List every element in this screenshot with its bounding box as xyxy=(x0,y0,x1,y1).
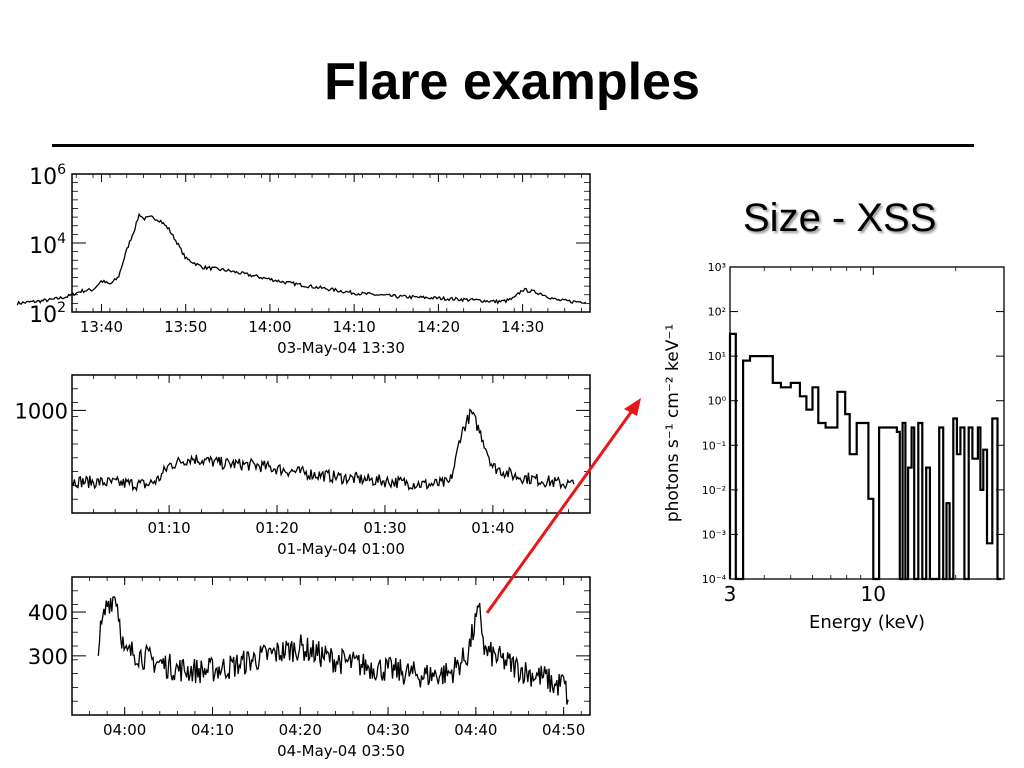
y-tick-label: 104 xyxy=(29,231,66,259)
title-divider xyxy=(52,144,974,147)
x-axis-label: Energy (keV) xyxy=(809,612,925,633)
x-tick-label: 01:40 xyxy=(471,519,514,537)
y-tick-label: 10³ xyxy=(708,261,726,274)
y-tick-label: 1000 xyxy=(15,399,68,423)
y-tick-label: 300 xyxy=(28,645,68,669)
y-tick-label: 10⁰ xyxy=(708,395,727,408)
arrow-annotation xyxy=(485,398,641,614)
x-tick-label: 04:50 xyxy=(542,721,585,739)
x-tick-label: 13:40 xyxy=(80,318,123,336)
x-tick-label: 13:50 xyxy=(164,318,207,336)
x-tick-label: 10 xyxy=(861,582,886,606)
y-tick-label: 10² xyxy=(708,306,726,319)
y-axis-label: photons s⁻¹ cm⁻² keV⁻¹ xyxy=(663,324,683,522)
x-tick-label: 14:30 xyxy=(501,318,544,336)
spectrum-histogram xyxy=(728,332,1002,581)
x-tick-label: 04:00 xyxy=(103,721,146,739)
y-tick-label: 10⁻⁴ xyxy=(702,573,727,586)
x-axis-label: 04-May-04 03:50 xyxy=(277,742,405,760)
y-tick-label: 106 xyxy=(29,162,66,190)
lightcurve-2: 01:10 01:20 01:30 01:40 01-May-04 01:00 1000 xyxy=(15,374,591,558)
x-tick-label: 14:00 xyxy=(248,318,291,336)
plot-frame xyxy=(71,576,591,716)
xss-spectrum: 10⁻⁴ 10⁻³ 10⁻² 10⁻¹ 10⁰ 10¹ 10² 10³ 3 10 Energy (k… xyxy=(663,261,1005,633)
x-tick-label: 01:30 xyxy=(363,519,406,537)
y-tick-label: 10⁻¹ xyxy=(702,439,726,452)
x-tick-label: 14:10 xyxy=(333,318,376,336)
plot-frame xyxy=(71,374,591,514)
x-tick-label: 04:10 xyxy=(191,721,234,739)
y-tick-label: 102 xyxy=(29,300,66,328)
x-axis-label: 03-May-04 13:30 xyxy=(277,339,405,357)
arrow-head xyxy=(624,398,641,416)
y-tick-label: 10¹ xyxy=(708,350,726,363)
y-tick-label: 10⁻³ xyxy=(702,528,726,541)
arrow-shaft xyxy=(485,407,636,614)
x-tick-label: 04:30 xyxy=(366,721,409,739)
x-tick-label: 3 xyxy=(724,582,737,606)
lightcurve-3: 04:00 04:10 04:20 04:30 04:40 04:50 04-May-04 … xyxy=(28,576,591,760)
x-tick-label: 14:20 xyxy=(417,318,460,336)
x-axis-label: 01-May-04 01:00 xyxy=(277,540,405,558)
x-tick-label: 01:20 xyxy=(255,519,298,537)
x-tick-label: 04:40 xyxy=(454,721,497,739)
slide-title: Flare examples xyxy=(324,53,700,111)
x-tick-label: 01:10 xyxy=(148,519,191,537)
plot-frame xyxy=(71,173,591,313)
y-tick-label: 400 xyxy=(28,601,68,625)
x-tick-label: 04:20 xyxy=(279,721,322,739)
series-line xyxy=(71,408,575,492)
series-line xyxy=(97,595,569,705)
lightcurve-1: 13:40 13:50 14:00 14:10 14:20 14:30 03-May-04 … xyxy=(16,162,591,357)
series-line xyxy=(16,212,587,306)
spectrum-label: Size - XSS xyxy=(743,196,937,240)
y-tick-label: 10⁻² xyxy=(702,484,726,497)
